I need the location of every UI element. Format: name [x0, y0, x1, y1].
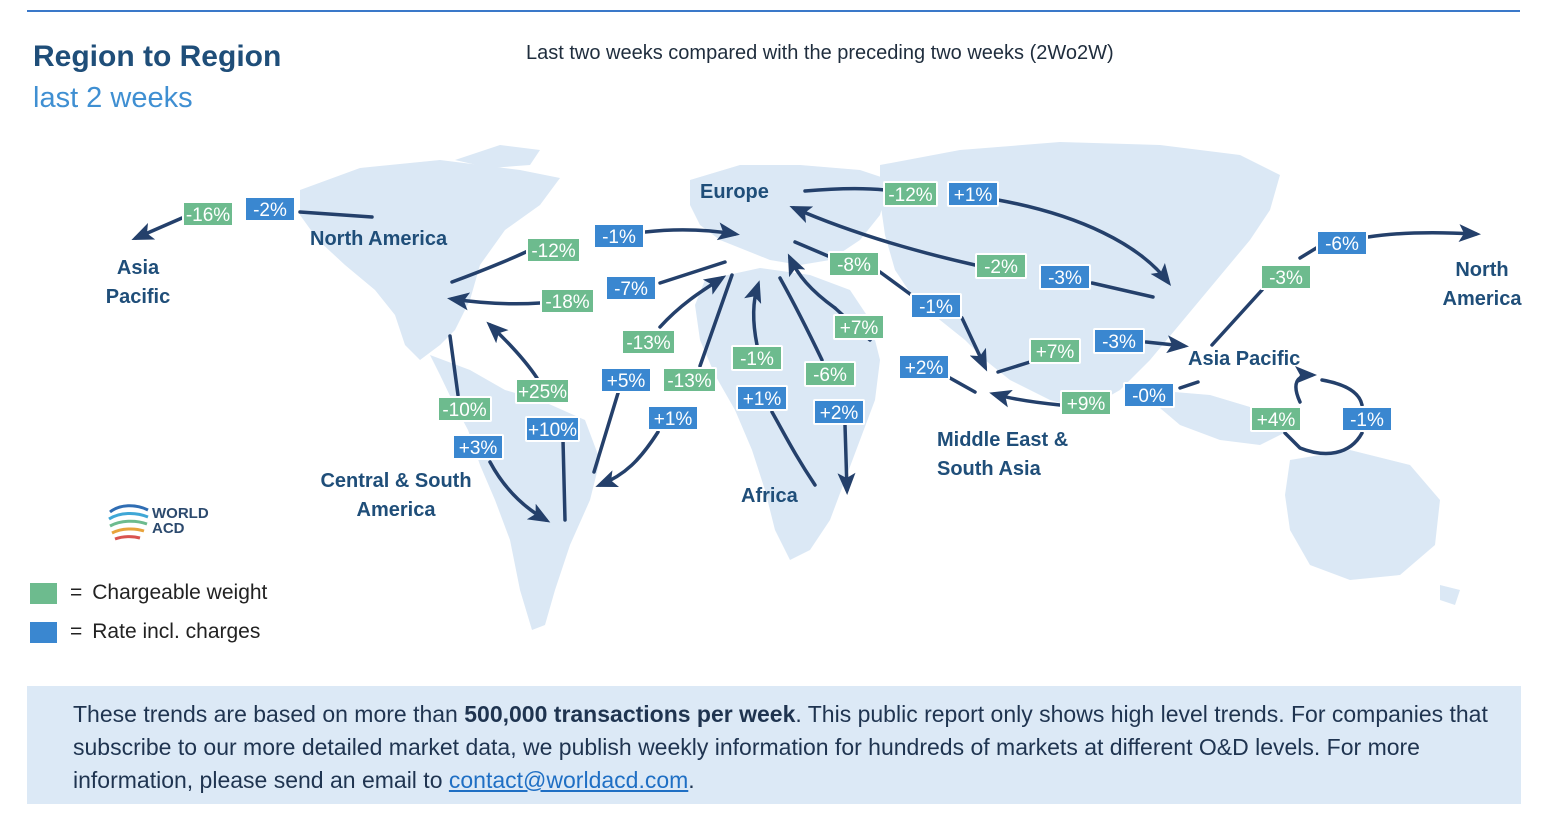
arrow-na-to-eu-end [643, 222, 740, 241]
badge-mesa-eu-weight: +7% [833, 314, 885, 340]
arrow-csa-to-na-end [486, 321, 539, 380]
badge-eu-ap-rate: +1% [947, 181, 999, 207]
badge-mesa-eu-rate: +2% [898, 354, 950, 380]
arrow-eu-to-mesa-end [960, 316, 988, 372]
badge-eu-csa-rate: +1% [647, 405, 699, 431]
badge-eu-na-rate: -7% [605, 275, 657, 301]
badge-eu-af-weight: -6% [804, 361, 856, 387]
badge-ap-mesa-rate: -0% [1123, 382, 1175, 408]
arrow-intra-ap [1294, 366, 1317, 404]
worldacd-logo-text: WORLD ACD [152, 505, 209, 537]
arrow-csa-to-eu-end [658, 275, 727, 329]
footer-note: These trends are based on more than 500,… [27, 686, 1521, 804]
badge-na-csa-rate: +3% [452, 434, 504, 460]
badge-ap-na-rate: -6% [1316, 230, 1368, 256]
legend-rate: = Rate incl. charges [30, 620, 260, 644]
badge-ap-mesa-weight: +9% [1060, 390, 1112, 416]
footer-text: These trends are based on more than 500,… [73, 701, 1488, 793]
region-asia-pacific-west: Asia Pacific [105, 257, 171, 308]
page-subtitle: last 2 weeks [33, 82, 193, 114]
arrow-csa-to-na [561, 438, 567, 522]
arrow-ap-to-mesa [1178, 380, 1200, 390]
legend-swatch-rate [30, 621, 57, 643]
footer-bold: 500,000 transactions per week [464, 701, 796, 727]
legend-equals: = [70, 581, 83, 604]
arrow-na-to-csa [448, 334, 460, 397]
arrow-ap-to-eu [1090, 281, 1155, 299]
page-title: Region to Region [33, 40, 282, 73]
badge-mesa-ap-weight: +7% [1029, 338, 1081, 364]
region-europe: Europe [700, 181, 769, 203]
arrow-eu-to-csa [698, 273, 734, 368]
badge-na-ap-weight: -16% [182, 201, 234, 227]
region-north-america: North America [310, 228, 448, 250]
badge-af-eu-weight: -1% [731, 345, 783, 371]
badge-eu-mesa-weight: -8% [828, 251, 880, 277]
region-africa: Africa [741, 485, 798, 507]
top-rule [27, 10, 1520, 12]
arrow-ap-to-na-end [1366, 224, 1481, 243]
comparison-note: Last two weeks compared with the precedi… [526, 42, 1114, 64]
badge-ap-eu-weight: -2% [975, 253, 1027, 279]
arrow-af-to-eu-end [744, 280, 762, 347]
badge-na-eu-rate: -1% [593, 223, 645, 249]
arrow-ap-to-mesa-end [989, 390, 1062, 408]
legend-label-rate: Rate incl. charges [92, 620, 261, 643]
badge-na-eu-weight: -12% [526, 237, 581, 263]
badge-na-csa-weight: -10% [437, 396, 492, 422]
badge-eu-na-weight: -18% [540, 288, 595, 314]
arrow-ap-to-na [1210, 288, 1264, 347]
arrow-ap-to-na-mid [1298, 245, 1320, 260]
badge-csa-na-rate: +10% [525, 416, 580, 442]
badge-mesa-ap-rate: -3% [1093, 328, 1145, 354]
badge-ap-eu-rate: -3% [1039, 264, 1091, 290]
badge-intra-ap-rate: -1% [1341, 406, 1393, 432]
arrow-mesa-to-ap [996, 360, 1032, 374]
worldacd-logo-icon [108, 504, 149, 541]
arrow-eu-to-na-end [447, 292, 542, 311]
flow-arrows [131, 186, 1481, 523]
arrow-ap-to-eu-end [789, 206, 977, 267]
legend-equals: = [70, 620, 83, 643]
badge-intra-ap-weight: +4% [1250, 406, 1302, 432]
arrow-eu-to-ap-end [996, 198, 1172, 286]
arrow-eu-to-af [778, 276, 824, 362]
badge-eu-csa-weight: -13% [662, 367, 717, 393]
arrow-mesa-to-eu [948, 376, 977, 394]
badge-ap-na-weight: -3% [1260, 264, 1312, 290]
badge-csa-na-weight: +25% [515, 378, 570, 404]
badge-eu-ap-weight: -12% [883, 181, 938, 207]
badge-af-eu-rate: +1% [736, 385, 788, 411]
arrow-af-to-eu [770, 410, 817, 487]
world-map [131, 142, 1481, 630]
region-north-america-east: North America [1442, 259, 1522, 310]
badge-csa-eu-weight: -13% [621, 329, 676, 355]
region-middle-east-south-asia: Middle East & South Asia [937, 429, 1069, 480]
continents [300, 142, 1460, 630]
arrow-mesa-to-ap-end [1144, 335, 1189, 354]
arrow-eu-to-af-end [837, 423, 856, 495]
arrow-na-to-ap [298, 210, 374, 219]
legend-chargeable-weight: = Chargeable weight [30, 581, 267, 605]
region-asia-pacific: Asia Pacific [1188, 348, 1301, 370]
arrow-eu-to-mesa [793, 240, 830, 258]
arrow-mesa-to-eu-end [787, 253, 837, 310]
arrow-intra-ap-loop [1283, 378, 1364, 456]
contact-email-link[interactable]: contact@worldacd.com [448, 767, 689, 793]
badge-csa-eu-rate: +5% [600, 367, 652, 393]
arrow-na-to-csa-end [488, 460, 551, 523]
arrow-eu-to-ap [803, 186, 887, 193]
badge-na-ap-rate: -2% [244, 196, 296, 222]
region-central-south-america: Central & South America [320, 470, 472, 521]
arrow-csa-to-eu [592, 378, 624, 474]
arrow-eu-to-na [658, 260, 727, 285]
arrow-na-to-ap-end [131, 216, 184, 240]
arrow-eu-to-mesa-mid [878, 270, 912, 296]
badge-eu-mesa-rate: -1% [910, 293, 962, 319]
arrow-eu-to-csa-end [595, 430, 660, 488]
badge-eu-af-rate: +2% [813, 399, 865, 425]
legend-label-weight: Chargeable weight [92, 581, 268, 604]
legend-swatch-weight [30, 582, 57, 604]
